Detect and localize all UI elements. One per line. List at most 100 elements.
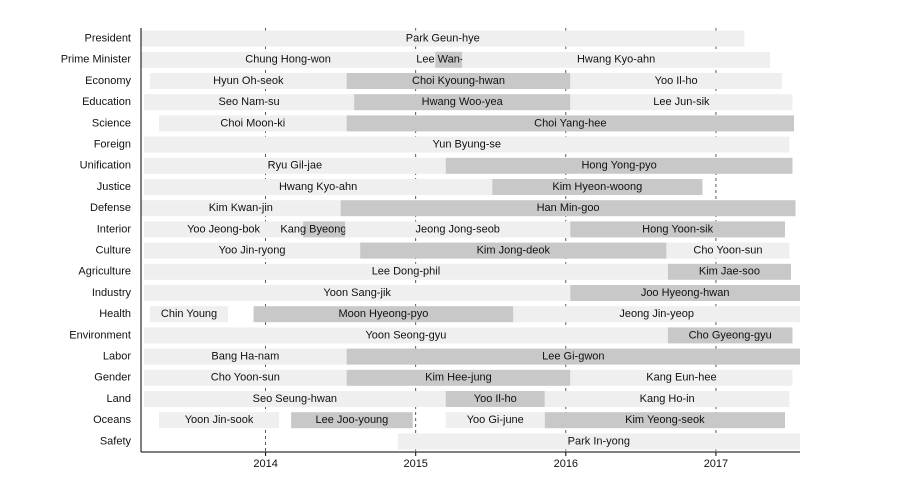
- term-label: Cho Gyeong-gyu: [689, 329, 772, 341]
- term-label: Hwang Kyo-ahn: [577, 54, 655, 66]
- term-bar: [544, 391, 790, 407]
- row-label: Health: [99, 308, 131, 320]
- term-label: Bang Ha-nam: [211, 351, 279, 363]
- term-label: Jeong Jin-yeop: [619, 308, 694, 320]
- term-label: Kim Kwan-jin: [209, 202, 273, 214]
- term-label: Joo Hyeong-hwan: [641, 287, 730, 299]
- term-bar: [144, 369, 347, 386]
- term-label: Yoo Jeong-bok: [187, 223, 260, 235]
- row-label: Defense: [90, 202, 131, 214]
- term-label: Cho Yoon-sun: [693, 245, 762, 257]
- term-bar: [144, 179, 493, 195]
- term-bar: [445, 157, 793, 174]
- term-label: Lee Gi-gwon: [542, 351, 604, 363]
- term-label: Kim Hyeon-woong: [552, 181, 642, 193]
- term-bar: [144, 391, 446, 407]
- row-label: Agriculture: [78, 266, 131, 278]
- term-bar: [291, 412, 413, 429]
- term-bar: [346, 348, 800, 365]
- term-label: Yun Byung-se: [432, 139, 501, 151]
- row-label: Interior: [97, 223, 132, 235]
- row-label: Unification: [80, 160, 131, 172]
- term-label: Hwang Woo-yea: [422, 96, 504, 108]
- x-tick-label: 2014: [253, 458, 277, 470]
- term-label: Cho Yoon-sun: [211, 372, 280, 384]
- term-bar: [360, 242, 667, 259]
- term-label: Yoo Il-ho: [474, 393, 517, 405]
- row-label: Safety: [100, 435, 132, 447]
- term-bar: [144, 221, 304, 238]
- term-label: Yoon Sang-jik: [323, 287, 391, 299]
- term-bar: [144, 348, 347, 365]
- x-tick-label: 2017: [704, 458, 728, 470]
- term-bar: [570, 73, 782, 89]
- term-bar: [445, 391, 545, 407]
- term-label: Choi Yang-hee: [534, 117, 606, 129]
- term-bar: [435, 51, 463, 68]
- term-label: Lee Dong-phil: [372, 266, 441, 278]
- term-bar: [346, 115, 794, 132]
- term-label: Yoon Jin-sook: [185, 414, 254, 426]
- term-bar: [144, 136, 790, 153]
- term-bar: [354, 94, 571, 111]
- term-label: Hyun Oh-seok: [213, 75, 284, 87]
- x-tick-label: 2016: [554, 458, 578, 470]
- row-label: Labor: [103, 351, 131, 363]
- term-label: Yoo Gi-june: [467, 414, 524, 426]
- row-label: Gender: [94, 372, 131, 384]
- row-label: Justice: [97, 181, 131, 193]
- term-bar: [666, 242, 790, 259]
- term-label: Han Min-goo: [537, 202, 600, 214]
- term-label: Park In-yong: [568, 435, 630, 447]
- term-bar: [667, 263, 791, 280]
- term-label: Choi Kyoung-hwan: [412, 75, 505, 87]
- term-bar: [144, 263, 668, 280]
- term-bar: [150, 306, 229, 323]
- term-label: Choi Moon-ki: [220, 117, 285, 129]
- row-label: Science: [92, 117, 131, 129]
- term-bar: [345, 221, 571, 238]
- term-label: Seo Nam-su: [219, 96, 280, 108]
- term-bar: [144, 94, 355, 111]
- term-label: Hwang Kyo-ahn: [279, 181, 357, 193]
- term-label: Ryu Gil-jae: [268, 160, 322, 172]
- term-label: Yoo Jin-ryong: [219, 245, 286, 257]
- row-label: Foreign: [94, 139, 131, 151]
- term-bar: [141, 51, 436, 68]
- term-label: Kang Ho-in: [640, 393, 695, 405]
- term-bar: [570, 94, 793, 111]
- term-bar: [492, 179, 703, 195]
- term-label: Moon Hyeong-pyo: [338, 308, 428, 320]
- term-bar: [141, 30, 745, 47]
- row-label: Economy: [85, 75, 131, 87]
- row-label: Industry: [92, 287, 132, 299]
- term-bar: [570, 221, 785, 238]
- term-label: Jeong Jong-seob: [416, 223, 500, 235]
- term-bar: [570, 369, 793, 386]
- x-tick-label: 2015: [403, 458, 427, 470]
- term-bar: [513, 306, 800, 323]
- term-label: Chin Young: [161, 308, 217, 320]
- row-label: President: [85, 33, 131, 45]
- term-label: Yoon Seong-gyu: [365, 329, 446, 341]
- row-label: Culture: [96, 245, 131, 257]
- term-bar: [346, 369, 571, 386]
- term-label: Hong Yong-pyo: [581, 160, 656, 172]
- term-label: Kim Hee-jung: [425, 372, 492, 384]
- term-label: Lee Jun-sik: [653, 96, 710, 108]
- term-bar: [397, 433, 800, 450]
- term-bar: [667, 327, 793, 344]
- row-label: Oceans: [93, 414, 131, 426]
- term-bar: [141, 200, 341, 217]
- term-label: Park Geun-hye: [406, 33, 480, 45]
- term-label: Yoo Il-ho: [655, 75, 698, 87]
- row-label: Prime Minister: [61, 54, 132, 66]
- term-bar: [303, 221, 346, 238]
- term-label: Kang Eun-hee: [646, 372, 716, 384]
- term-bar: [462, 51, 770, 68]
- term-label: Chung Hong-won: [245, 54, 331, 66]
- term-label: Lee Joo-young: [316, 414, 389, 426]
- term-bar: [144, 242, 361, 259]
